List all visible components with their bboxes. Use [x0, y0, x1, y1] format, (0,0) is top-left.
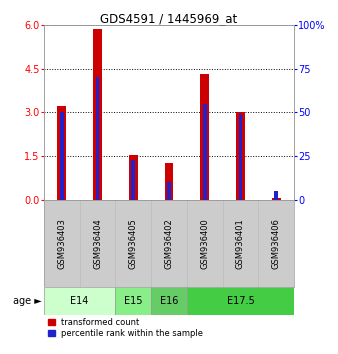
Text: GSM936403: GSM936403 [57, 218, 66, 269]
Text: GSM936402: GSM936402 [165, 218, 173, 269]
Bar [187, 287, 294, 315]
Bar [274, 191, 278, 200]
Text: GSM936401: GSM936401 [236, 218, 245, 269]
Bar [57, 107, 66, 200]
Bar [165, 164, 173, 200]
Bar [44, 287, 115, 315]
Bar [151, 287, 187, 315]
Text: age ►: age ► [14, 296, 42, 307]
Text: GSM936405: GSM936405 [129, 218, 138, 269]
Bar [239, 114, 242, 200]
Title: GDS4591 / 1445969_at: GDS4591 / 1445969_at [100, 12, 238, 25]
Bar [131, 160, 135, 200]
Text: GSM936400: GSM936400 [200, 218, 209, 269]
Bar [115, 287, 151, 315]
Bar [129, 155, 138, 200]
Legend: transformed count, percentile rank within the sample: transformed count, percentile rank withi… [48, 318, 203, 338]
Bar [60, 112, 64, 200]
Text: E16: E16 [160, 296, 178, 307]
Bar [96, 77, 99, 200]
Text: E15: E15 [124, 296, 143, 307]
Text: GSM936404: GSM936404 [93, 218, 102, 269]
Text: E17.5: E17.5 [226, 296, 254, 307]
Bar [93, 29, 102, 200]
Bar [167, 182, 171, 200]
Bar [272, 198, 281, 200]
Bar [236, 112, 245, 200]
Bar [203, 104, 207, 200]
Bar [200, 74, 209, 200]
Text: E14: E14 [71, 296, 89, 307]
Text: GSM936406: GSM936406 [272, 218, 281, 269]
